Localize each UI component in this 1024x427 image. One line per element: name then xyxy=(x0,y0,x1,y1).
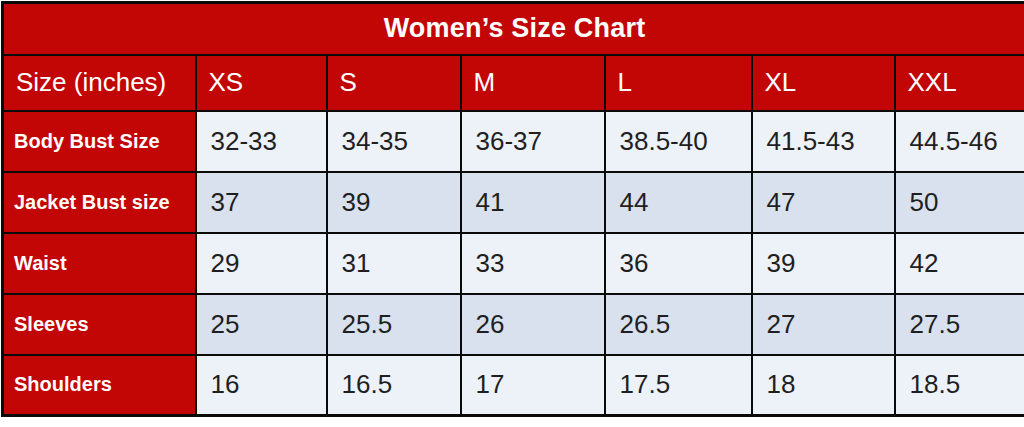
header-size-xl: XL xyxy=(752,55,895,111)
header-size-l: L xyxy=(605,55,752,111)
cell-body-bust-xl: 41.5-43 xyxy=(752,111,895,172)
cell-body-bust-xxl: 44.5-46 xyxy=(895,111,1024,172)
row-label-sleeves: Sleeves xyxy=(3,294,196,355)
table-row-sleeves: Sleeves 25 25.5 26 26.5 27 27.5 xyxy=(3,294,1024,355)
cell-waist-xl: 39 xyxy=(752,233,895,294)
header-size-m: M xyxy=(461,55,605,111)
cell-jacket-bust-s: 39 xyxy=(327,172,461,233)
cell-shoulders-xxl: 18.5 xyxy=(895,355,1024,416)
header-size-s: S xyxy=(327,55,461,111)
cell-sleeves-m: 26 xyxy=(461,294,605,355)
header-size-inches: Size (inches) xyxy=(3,55,196,111)
cell-waist-xs: 29 xyxy=(196,233,327,294)
row-label-shoulders: Shoulders xyxy=(3,355,196,416)
cell-waist-xxl: 42 xyxy=(895,233,1024,294)
cell-jacket-bust-xl: 47 xyxy=(752,172,895,233)
cell-waist-s: 31 xyxy=(327,233,461,294)
cell-sleeves-s: 25.5 xyxy=(327,294,461,355)
cell-body-bust-m: 36-37 xyxy=(461,111,605,172)
table-row-shoulders: Shoulders 16 16.5 17 17.5 18 18.5 xyxy=(3,355,1024,416)
cell-sleeves-xl: 27 xyxy=(752,294,895,355)
cell-sleeves-xxl: 27.5 xyxy=(895,294,1024,355)
size-header-row: Size (inches) XS S M L XL XXL xyxy=(3,55,1024,111)
cell-body-bust-l: 38.5-40 xyxy=(605,111,752,172)
cell-sleeves-xs: 25 xyxy=(196,294,327,355)
cell-shoulders-xs: 16 xyxy=(196,355,327,416)
row-label-body-bust-size: Body Bust Size xyxy=(3,111,196,172)
cell-jacket-bust-l: 44 xyxy=(605,172,752,233)
cell-shoulders-s: 16.5 xyxy=(327,355,461,416)
cell-waist-l: 36 xyxy=(605,233,752,294)
header-size-xxl: XXL xyxy=(895,55,1024,111)
cell-shoulders-xl: 18 xyxy=(752,355,895,416)
table-row-jacket-bust-size: Jacket Bust size 37 39 41 44 47 50 xyxy=(3,172,1024,233)
row-label-jacket-bust-size: Jacket Bust size xyxy=(3,172,196,233)
cell-body-bust-xs: 32-33 xyxy=(196,111,327,172)
cell-jacket-bust-xxl: 50 xyxy=(895,172,1024,233)
table-row-waist: Waist 29 31 33 36 39 42 xyxy=(3,233,1024,294)
size-chart-table: Women’s Size Chart Size (inches) XS S M … xyxy=(1,1,1024,417)
cell-waist-m: 33 xyxy=(461,233,605,294)
cell-shoulders-l: 17.5 xyxy=(605,355,752,416)
title-row: Women’s Size Chart xyxy=(3,3,1024,55)
chart-title: Women’s Size Chart xyxy=(3,3,1024,55)
cell-body-bust-s: 34-35 xyxy=(327,111,461,172)
cell-jacket-bust-m: 41 xyxy=(461,172,605,233)
row-label-waist: Waist xyxy=(3,233,196,294)
header-size-xs: XS xyxy=(196,55,327,111)
table-row-body-bust-size: Body Bust Size 32-33 34-35 36-37 38.5-40… xyxy=(3,111,1024,172)
cell-shoulders-m: 17 xyxy=(461,355,605,416)
cell-sleeves-l: 26.5 xyxy=(605,294,752,355)
cell-jacket-bust-xs: 37 xyxy=(196,172,327,233)
